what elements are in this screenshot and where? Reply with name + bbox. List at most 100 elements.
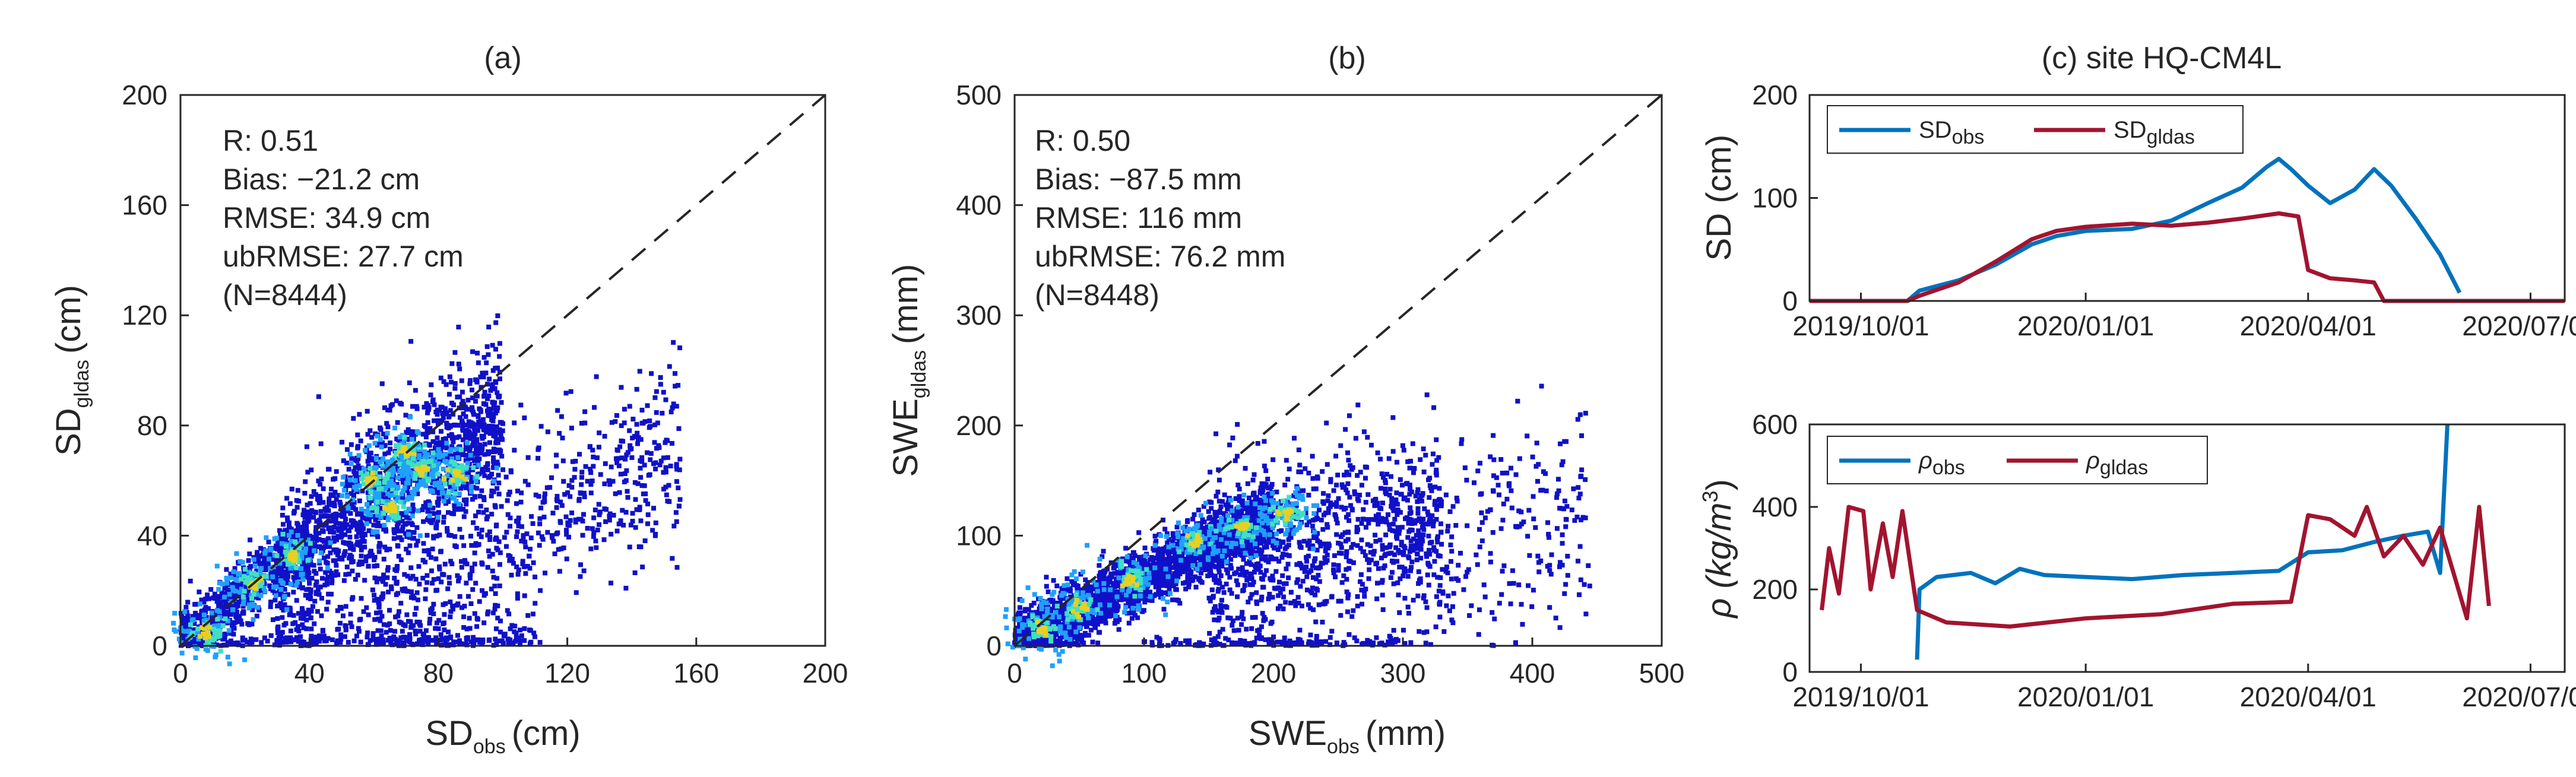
scatter-point xyxy=(398,601,404,606)
scatter-point xyxy=(341,578,347,583)
scatter-point xyxy=(429,568,434,573)
scatter-point xyxy=(485,514,490,519)
scatter-point xyxy=(278,532,283,537)
scatter-point xyxy=(496,480,502,486)
scatter-point xyxy=(477,471,482,477)
scatter-point xyxy=(382,405,387,410)
scatter-point xyxy=(335,512,341,518)
scatter-point xyxy=(446,499,451,505)
scatter-point xyxy=(414,543,419,548)
scatter-point xyxy=(348,491,354,496)
scatter-point xyxy=(208,587,214,592)
scatter-point xyxy=(629,455,635,460)
scatter-point xyxy=(489,512,495,517)
scatter-point xyxy=(661,486,667,491)
scatter-point xyxy=(365,408,370,414)
scatter-point xyxy=(433,525,439,530)
y-tick-label: 200 xyxy=(122,80,167,110)
scatter-point xyxy=(439,579,444,585)
scatter-point xyxy=(495,440,500,445)
scatter-point xyxy=(566,534,571,540)
scatter-point xyxy=(430,480,435,486)
scatter-point xyxy=(366,443,372,448)
scatter-point xyxy=(258,588,263,593)
scatter-point xyxy=(594,545,599,550)
scatter-point xyxy=(401,588,406,594)
scatter-point xyxy=(313,571,319,576)
scatter-point xyxy=(359,553,364,559)
scatter-point xyxy=(215,628,220,633)
scatter-point xyxy=(425,420,430,425)
scatter-point xyxy=(410,404,415,409)
scatter-point xyxy=(232,581,237,586)
scatter-point xyxy=(225,640,230,645)
scatter-point xyxy=(527,554,532,559)
scatter-point xyxy=(372,465,377,471)
scatter-point xyxy=(537,516,543,521)
scatter-point xyxy=(331,512,336,518)
scatter-point xyxy=(350,497,356,502)
scatter-point xyxy=(500,428,505,433)
scatter-point xyxy=(401,467,406,472)
scatter-point xyxy=(441,415,446,420)
scatter-point xyxy=(666,483,671,488)
scatter-point xyxy=(255,583,261,589)
scatter-point xyxy=(388,628,393,633)
scatter-point xyxy=(411,535,417,541)
scatter-point xyxy=(357,559,363,564)
scatter-point xyxy=(313,635,319,640)
scatter-point xyxy=(245,621,251,626)
scatter-point xyxy=(457,434,462,439)
scatter-point xyxy=(286,532,291,538)
scatter-point xyxy=(508,626,513,632)
scatter-point xyxy=(638,518,644,524)
scatter-point xyxy=(627,428,632,433)
scatter-point xyxy=(414,429,420,435)
scatter-point xyxy=(455,394,460,399)
scatter-point xyxy=(404,471,410,476)
scatter-point xyxy=(493,434,498,439)
scatter-point xyxy=(332,573,337,578)
scatter-point xyxy=(514,534,519,540)
scatter-point xyxy=(463,423,468,428)
scatter-point xyxy=(364,521,369,527)
scatter-point xyxy=(294,521,300,526)
scatter-point xyxy=(572,467,578,472)
scatter-point xyxy=(674,519,679,524)
scatter-point xyxy=(437,451,442,456)
scatter-point xyxy=(438,632,443,638)
scatter-point xyxy=(427,513,432,519)
scatter-point xyxy=(293,583,299,588)
scatter-point xyxy=(473,513,478,519)
scatter-point xyxy=(502,632,508,637)
scatter-point xyxy=(487,529,492,534)
scatter-point xyxy=(653,460,658,465)
scatter-point xyxy=(430,439,436,444)
scatter-point xyxy=(275,616,280,621)
scatter-point xyxy=(494,424,499,430)
scatter-point xyxy=(1070,623,1075,629)
scatter-point xyxy=(340,439,345,445)
scatter-point xyxy=(578,490,583,496)
scatter-point xyxy=(316,537,322,542)
scatter-point xyxy=(287,553,293,558)
scatter-point xyxy=(451,511,457,516)
scatter-point xyxy=(207,596,212,601)
scatter-point xyxy=(367,466,373,471)
scatter-point xyxy=(650,528,655,533)
scatter-point xyxy=(398,635,404,640)
scatter-point xyxy=(429,610,434,616)
scatter-point xyxy=(400,629,405,634)
scatter-point xyxy=(321,486,326,491)
scatter-point xyxy=(386,547,392,552)
scatter-point xyxy=(495,313,500,318)
scatter-point xyxy=(192,621,197,626)
scatter-point xyxy=(441,621,446,626)
scatter-point xyxy=(364,445,369,451)
scatter-point xyxy=(222,598,227,604)
scatter-point xyxy=(1145,597,1151,602)
scatter-point xyxy=(522,416,527,421)
scatter-point xyxy=(343,540,348,546)
scatter-point xyxy=(303,525,309,531)
scatter-point xyxy=(341,458,346,464)
